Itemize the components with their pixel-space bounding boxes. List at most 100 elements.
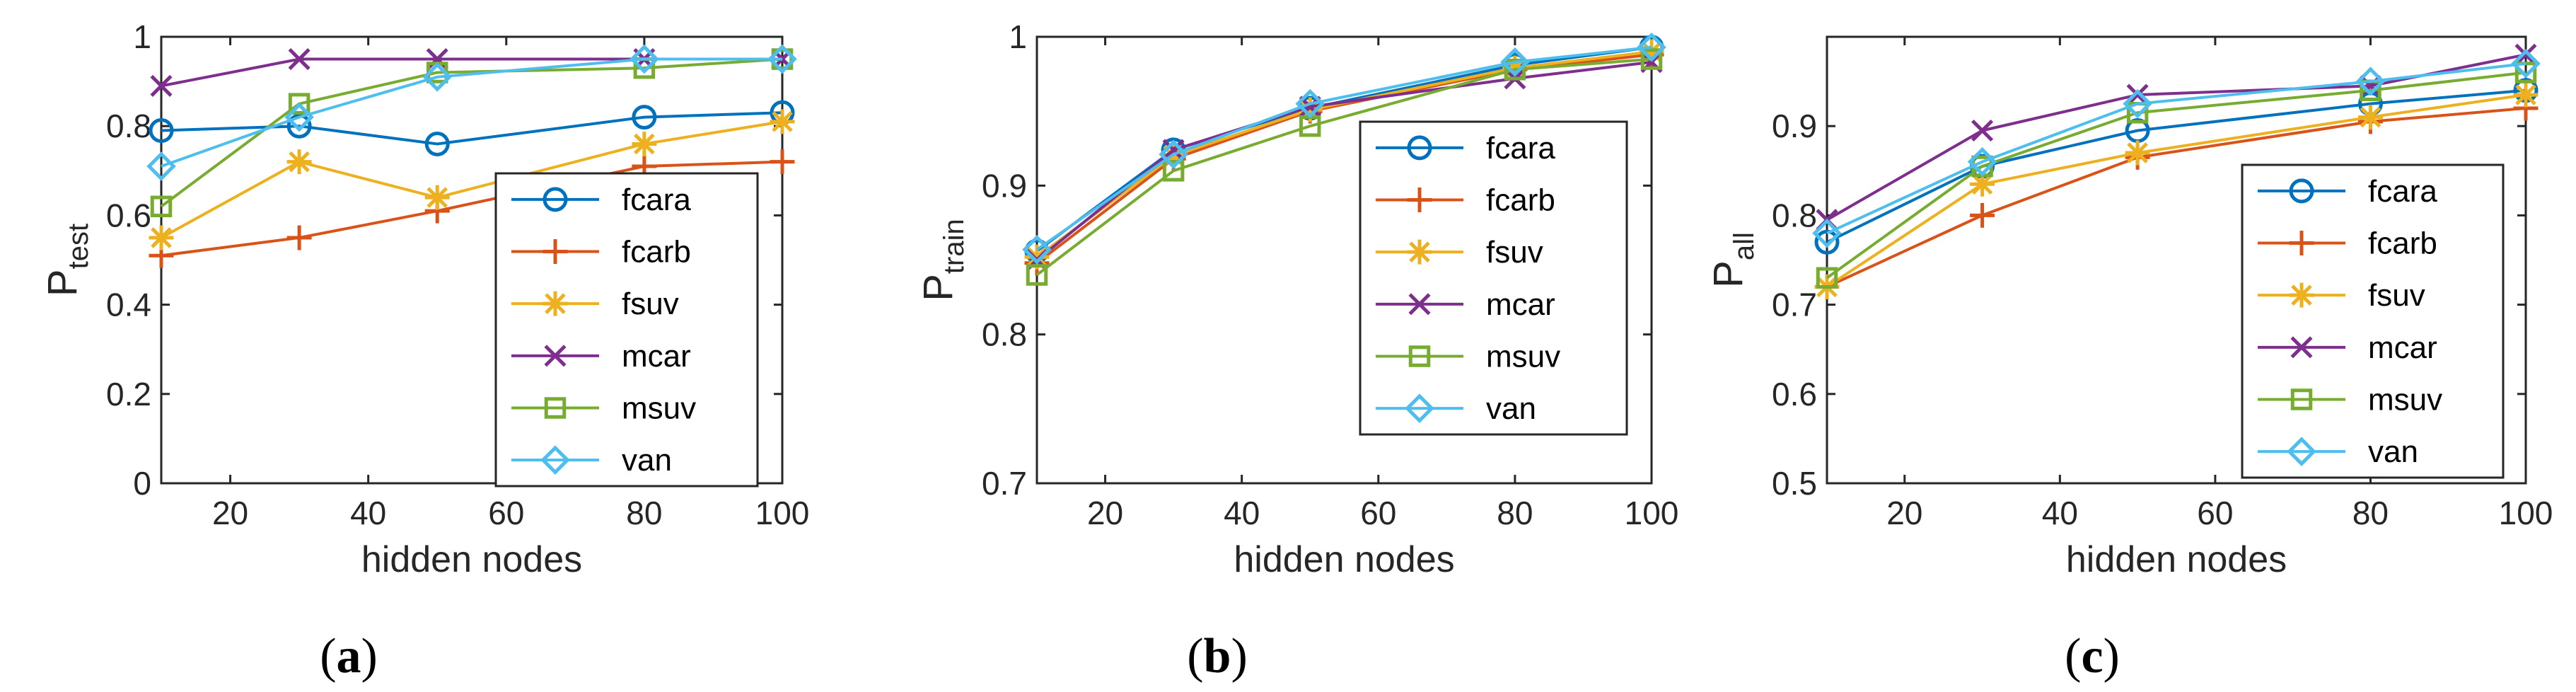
legend-entry-msuv: msuv [511, 391, 696, 426]
legend-label: fcara [622, 183, 691, 217]
x-tick-label: 60 [1360, 495, 1396, 531]
x-tick-label: 80 [626, 495, 662, 531]
legend-label: fcara [1486, 131, 1555, 166]
data-point-van [2355, 67, 2386, 96]
legend-marker-fsuv [2289, 282, 2314, 308]
legend-marker-van [540, 445, 570, 475]
legend-marker-van [1405, 393, 1434, 423]
data-point-van [1637, 32, 1666, 62]
y-axis-label-main: P [915, 274, 961, 301]
legend-label: van [622, 443, 672, 478]
data-point-van [1159, 139, 1188, 169]
legend-label: van [1486, 391, 1536, 426]
legend-label: msuv [2368, 383, 2442, 417]
y-tick-label: 0.8 [106, 108, 151, 144]
y-tick-label: 0.7 [982, 465, 1027, 502]
data-point-mcar [2514, 43, 2537, 66]
y-tick-label: 0.2 [106, 376, 151, 413]
y-tick-label: 1 [133, 18, 151, 55]
x-tick-label: 20 [212, 495, 248, 531]
data-point-msuv [1026, 264, 1048, 286]
legend-entry-fcara: fcara [2258, 174, 2437, 209]
y-tick-label: 0.6 [106, 197, 151, 233]
data-point-msuv [1504, 59, 1526, 81]
x-tick-label: 40 [350, 495, 386, 531]
caption-open: ( [2065, 629, 2081, 684]
y-tick-label: 1 [1009, 18, 1027, 55]
legend-marker-fcara [1407, 135, 1432, 161]
legend-entry-mcar: mcar [2258, 330, 2437, 365]
legend-marker-msuv [2290, 388, 2313, 410]
x-tick-label: 60 [2197, 495, 2233, 531]
legend-entry-van: van [511, 443, 672, 478]
series-line-van [1035, 45, 1652, 251]
legend-marker-fcarb [1407, 188, 1432, 212]
data-point-fcarb [1970, 202, 1995, 228]
x-tick-label: 80 [1497, 495, 1533, 531]
data-point-fsuv [2125, 140, 2150, 166]
data-point-mcar [1162, 139, 1185, 161]
data-point-van [1812, 218, 1842, 248]
y-tick-label: 0.5 [1772, 465, 1817, 502]
data-point-fsuv [286, 149, 312, 175]
legend-entry-van: van [2258, 434, 2418, 469]
legend-marker-van [2287, 437, 2316, 466]
series-van [1812, 49, 2541, 248]
x-axis-label: hidden nodes [2066, 539, 2287, 580]
legend-label: mcar [622, 339, 691, 374]
data-point-fcara [149, 118, 174, 144]
legend-entry-msuv: msuv [1376, 340, 1560, 374]
legend-entry-msuv: msuv [2258, 383, 2442, 417]
data-point-van [630, 44, 659, 74]
x-tick-label: 80 [2352, 495, 2389, 531]
x-axis-label: hidden nodes [361, 539, 582, 580]
series-line-msuv [1035, 57, 1652, 277]
y-axis-label: Ptrain [915, 219, 970, 301]
series-msuv [1026, 48, 1663, 286]
legend-marker-mcar [544, 345, 567, 367]
y-tick-label: 0.7 [1772, 287, 1817, 323]
y-axis-label: Ptest [40, 224, 94, 296]
legend-entry-mcar: mcar [1376, 287, 1555, 322]
series-line-msuv [160, 57, 783, 208]
panel-caption: (b) [1187, 629, 1248, 684]
series-van [146, 44, 797, 181]
series-fcarb [149, 149, 795, 268]
series-line-msuv [1826, 71, 2526, 279]
data-point-mcar [288, 48, 311, 71]
data-point-msuv [1640, 48, 1663, 70]
caption-close: ) [1231, 629, 1247, 684]
panel-caption: (a) [320, 629, 378, 684]
legend-marker-fcara [543, 187, 568, 212]
data-point-mcar [150, 74, 173, 97]
legend-entry-van: van [1376, 391, 1536, 426]
data-point-fsuv [2357, 105, 2383, 130]
caption-letter: a [337, 629, 361, 684]
series-fcara [149, 100, 795, 156]
legend-entry-fcarb: fcarb [1376, 183, 1555, 218]
x-tick-label: 40 [2042, 495, 2078, 531]
data-point-msuv [2514, 62, 2537, 83]
legend-label: fsuv [2368, 278, 2425, 313]
series-line-fcara [1826, 88, 2526, 244]
legend: fcara fcarb fsuv mcar msuv van [494, 172, 759, 488]
series-van [1022, 32, 1666, 265]
data-point-msuv [150, 195, 173, 218]
legend-marker-mcar [2290, 336, 2313, 359]
legend-marker-fsuv [1407, 239, 1432, 265]
data-point-fcarb [770, 149, 795, 175]
data-point-fsuv [1024, 244, 1050, 270]
data-point-van [1295, 88, 1325, 119]
x-tick-label: 60 [488, 495, 524, 531]
legend-marker-msuv [544, 397, 567, 419]
y-axis-label-main: P [1705, 260, 1751, 288]
legend-marker-fcara [2289, 178, 2314, 204]
x-tick-label: 20 [1087, 495, 1123, 531]
legend: fcara fcarb fsuv mcar msuv van [1359, 120, 1628, 436]
legend-label: mcar [1486, 287, 1555, 322]
y-tick-label: 0.6 [1772, 376, 1817, 413]
y-axis-label-main: P [40, 269, 86, 296]
data-point-fsuv [632, 131, 657, 156]
data-point-mcar [1971, 119, 1994, 142]
legend-marker-fcarb [543, 239, 568, 264]
